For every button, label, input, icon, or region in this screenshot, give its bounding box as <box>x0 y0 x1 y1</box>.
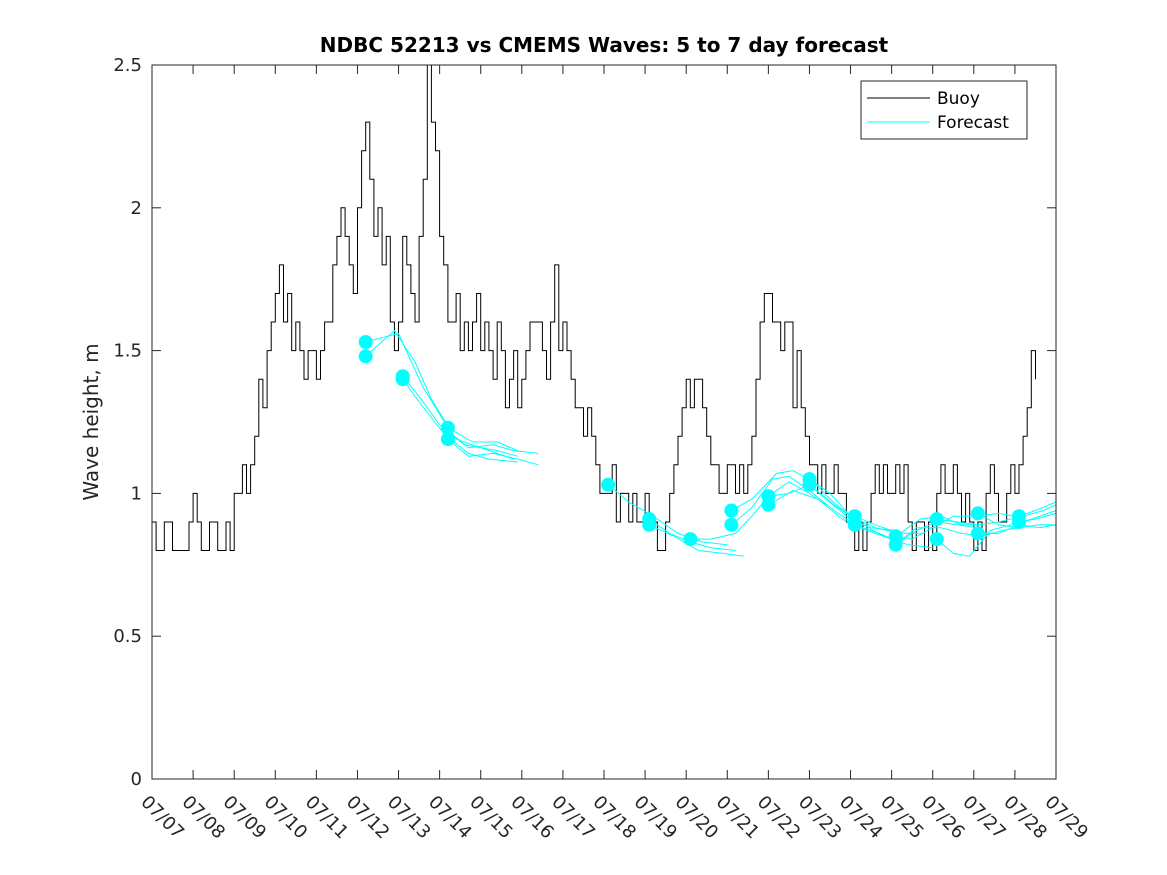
y-tick-label-0: 0 <box>131 769 142 790</box>
forecast-marker-5 <box>441 432 455 446</box>
forecast-marker-19 <box>889 538 903 552</box>
y-tick-label-2: 1 <box>131 483 142 504</box>
legend-forecast-label: Forecast <box>937 113 1009 133</box>
y-tick-label-4: 2 <box>131 198 142 219</box>
forecast-marker-11 <box>724 518 738 532</box>
forecast-marker-1 <box>359 349 373 363</box>
forecast-marker-10 <box>724 504 738 518</box>
y-axis-title: Wave height, m <box>79 343 103 500</box>
forecast-marker-3 <box>396 372 410 386</box>
chart-title: NDBC 52213 vs CMEMS Waves: 5 to 7 day fo… <box>320 33 889 57</box>
forecast-marker-9 <box>683 532 697 546</box>
y-tick-label-3: 1.5 <box>113 341 142 362</box>
forecast-marker-13 <box>761 498 775 512</box>
forecast-marker-6 <box>601 478 615 492</box>
forecast-marker-22 <box>971 506 985 520</box>
forecast-marker-8 <box>642 518 656 532</box>
plot-area <box>152 65 1056 779</box>
y-tick-label-5: 2.5 <box>113 55 142 76</box>
forecast-marker-15 <box>803 478 817 492</box>
forecast-marker-25 <box>1012 515 1026 529</box>
forecast-marker-0 <box>359 335 373 349</box>
forecast-marker-17 <box>848 518 862 532</box>
forecast-marker-20 <box>930 512 944 526</box>
forecast-marker-21 <box>930 532 944 546</box>
forecast-marker-23 <box>971 526 985 540</box>
wave-height-chart: 07/0707/0807/0907/1007/1107/1207/1307/14… <box>0 0 1167 875</box>
legend: Buoy Forecast <box>861 81 1027 139</box>
legend-buoy-label: Buoy <box>937 89 980 109</box>
y-tick-label-1: 0.5 <box>113 626 142 647</box>
